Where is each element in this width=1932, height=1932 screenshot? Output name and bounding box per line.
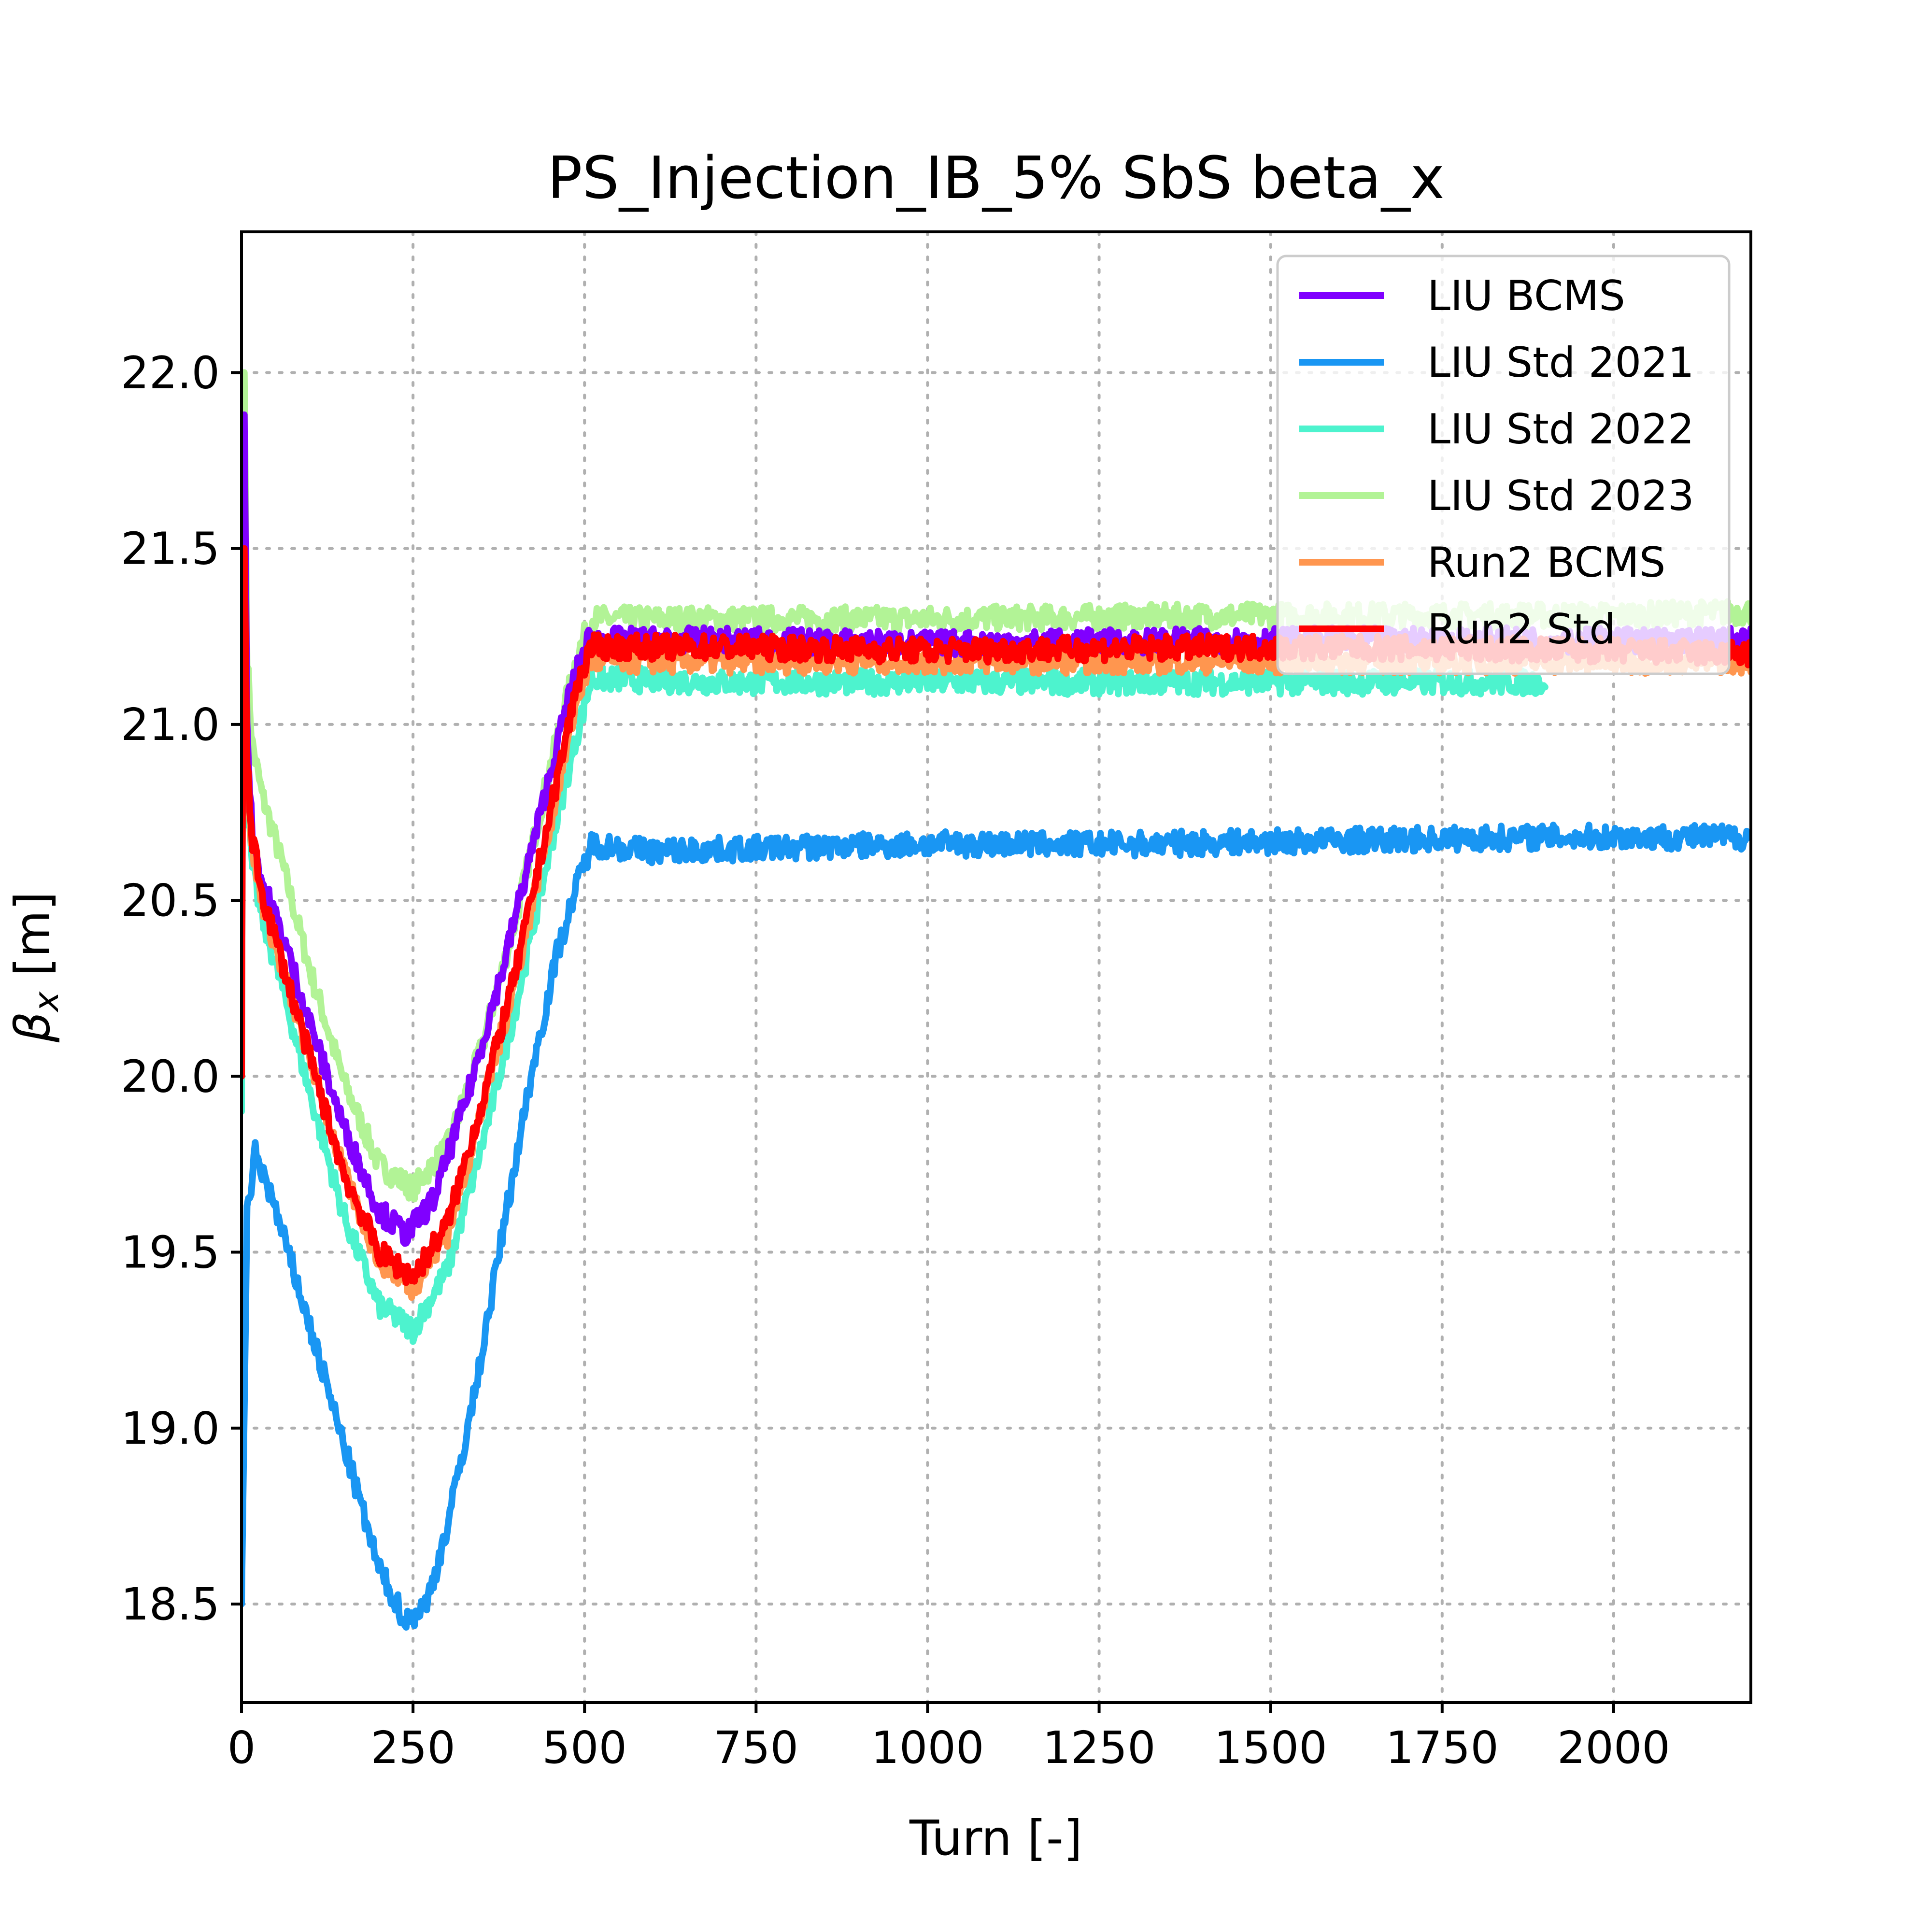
series-line-1: [242, 822, 1751, 1631]
y-tick-label: 19.0: [121, 1403, 220, 1454]
y-tick-label: 22.0: [121, 347, 220, 398]
y-axis-label-symbol: β: [4, 1011, 61, 1043]
y-axis-label: βx [m]: [4, 892, 66, 1043]
y-tick-label: 20.5: [121, 875, 220, 926]
legend-label: LIU Std 2022: [1427, 405, 1694, 454]
x-tick-label: 750: [714, 1722, 799, 1774]
x-tick-label: 2000: [1557, 1722, 1670, 1774]
legend-label: LIU Std 2023: [1427, 472, 1694, 520]
x-tick-label: 500: [542, 1722, 627, 1774]
legend-label: LIU Std 2021: [1427, 339, 1694, 387]
legend-label: Run2 Std: [1427, 605, 1616, 653]
y-tick-label: 21.5: [121, 523, 220, 575]
x-tick-label: 1500: [1214, 1722, 1327, 1774]
x-tick-label: 1000: [871, 1722, 984, 1774]
x-tick-label: 1250: [1042, 1722, 1155, 1774]
y-axis-label-subscript: x: [27, 991, 66, 1012]
x-tick-label: 0: [227, 1722, 256, 1774]
chart-title: PS_Injection_IB_5% SbS beta_x: [547, 145, 1444, 212]
legend-label: LIU BCMS: [1427, 272, 1625, 320]
x-axis-label: Turn [-]: [909, 1810, 1082, 1866]
y-tick-label: 19.5: [121, 1227, 220, 1279]
series-line-2: [242, 482, 1548, 1345]
y-axis-label-unit: [m]: [4, 892, 61, 992]
x-tick-label: 250: [370, 1722, 455, 1774]
y-tick-label: 21.0: [121, 699, 220, 751]
x-tick-label: 1750: [1386, 1722, 1499, 1774]
legend: LIU BCMS LIU Std 2021 LIU Std 2022 LIU Std …: [1276, 255, 1731, 675]
y-tick-label: 20.0: [121, 1051, 220, 1102]
y-tick-label: 18.5: [121, 1578, 220, 1630]
x-axis: 0 250 500 750 1000 1250 1500 1750 2000: [227, 1703, 1670, 1774]
legend-label: Run2 BCMS: [1427, 539, 1665, 587]
legend-box: [1276, 255, 1731, 675]
y-axis: 18.5 19.0 19.5 20.0 20.5 21.0 21.5 22.0: [121, 347, 242, 1630]
plot-frame: [240, 230, 1752, 1704]
